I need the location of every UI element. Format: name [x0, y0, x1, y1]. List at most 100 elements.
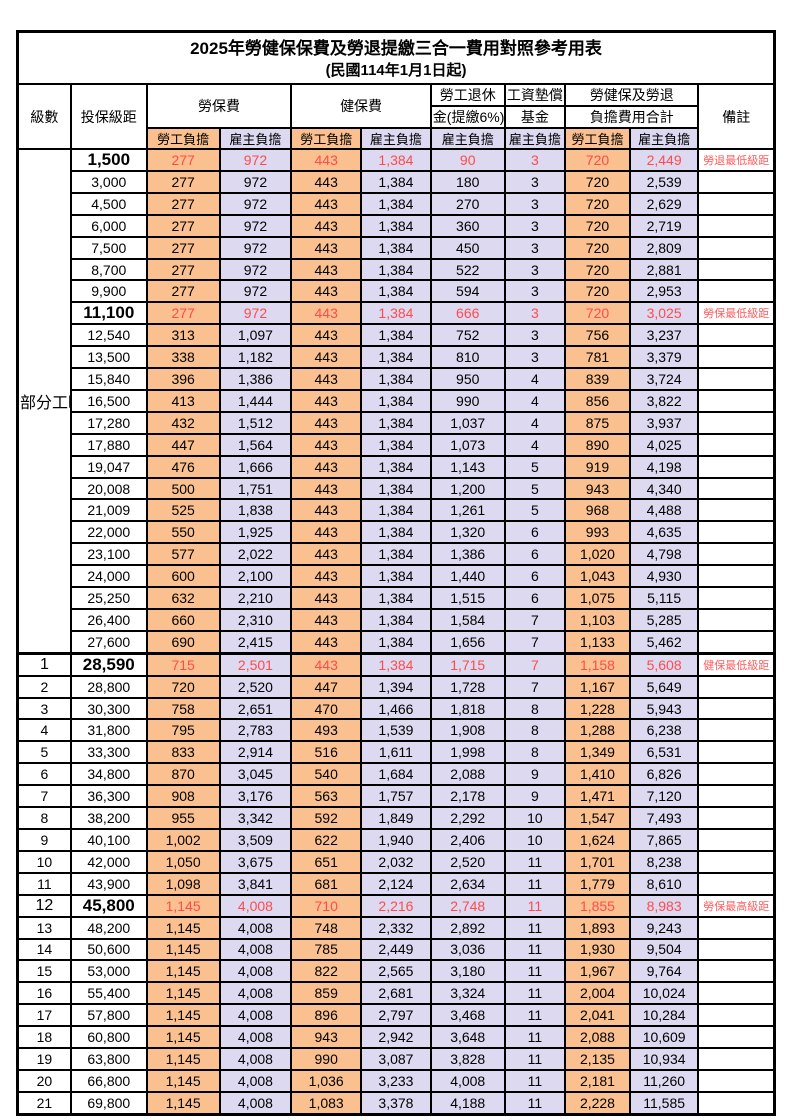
value-cell: 4,930: [628, 564, 700, 589]
value-cell: 443: [290, 564, 363, 589]
value-cell: 1,384: [360, 345, 432, 370]
value-cell: 3: [503, 279, 567, 304]
value-cell: 4,008: [218, 1025, 293, 1049]
remark-cell: [697, 257, 776, 282]
value-cell: 1,200: [429, 476, 506, 501]
value-cell: 943: [564, 476, 631, 501]
value-cell: 277: [145, 170, 221, 194]
value-cell: 1,624: [564, 827, 631, 852]
remark-cell: [697, 629, 776, 655]
value-cell: 3,648: [429, 1025, 506, 1049]
value-cell: 2,022: [218, 542, 293, 567]
value-cell: 2,449: [360, 937, 432, 962]
remark-cell: [697, 170, 776, 194]
value-cell: 1,384: [360, 213, 432, 238]
value-cell: 1,384: [360, 191, 432, 216]
value-cell: 1,145: [145, 959, 221, 984]
remark-cell: [697, 937, 776, 962]
remark-cell: [697, 454, 776, 479]
value-cell: 8: [503, 696, 567, 721]
value-cell: 1,288: [564, 718, 631, 743]
value-cell: 1,075: [564, 586, 631, 610]
value-cell: 1,133: [564, 629, 631, 655]
value-cell: 10: [503, 806, 567, 830]
value-cell: 1,384: [360, 301, 432, 326]
table-row: 24,000 600 2,100 443 1,384 1,440 6 1,043 4,930: [18, 564, 776, 589]
value-cell: 2,032: [360, 849, 432, 874]
level-cell: 15: [16, 959, 72, 984]
bracket-cell: 4,500: [69, 191, 148, 216]
value-cell: 6: [503, 564, 567, 589]
value-cell: 833: [145, 740, 221, 765]
value-cell: 955: [145, 806, 221, 830]
value-cell: 3,087: [360, 1046, 432, 1071]
value-cell: 443: [290, 323, 363, 348]
value-cell: 11: [503, 1025, 567, 1049]
value-cell: 622: [290, 827, 363, 852]
value-cell: 9: [503, 784, 567, 809]
value-cell: 2,681: [360, 981, 432, 1006]
value-cell: 1,584: [429, 607, 506, 632]
table-row: 11 43,900 1,098 3,841 681 2,124 2,634 11 1,779 8,…: [16, 871, 776, 896]
bracket-cell: 45,800: [69, 893, 148, 918]
bracket-cell: 33,300: [69, 740, 148, 765]
level-cell: 4: [16, 718, 72, 743]
table-row: 7,500 277 972 443 1,384 450 3 720 2,809: [18, 235, 776, 260]
value-cell: 443: [290, 476, 363, 501]
table-row: 12 45,800 1,145 4,008 710 2,216 2,748 11 1,855 8,…: [16, 893, 776, 918]
value-cell: 1,083: [290, 1090, 363, 1116]
value-cell: 2,783: [218, 718, 293, 743]
value-cell: 11: [503, 959, 567, 984]
value-cell: 3: [503, 345, 567, 370]
table-row: 21 69,800 1,145 4,008 1,083 3,378 4,188 11 2,228…: [16, 1090, 776, 1116]
value-cell: 2,041: [564, 1003, 631, 1028]
remark-cell: 勞保最高級距: [697, 893, 776, 918]
value-cell: 993: [564, 520, 631, 545]
value-cell: 7: [503, 629, 567, 655]
header-row-3: 勞工負擔 雇主負擔 勞工負擔 雇主負擔 雇主負擔 雇主負擔 勞工負擔 雇主負擔: [18, 127, 775, 150]
bracket-cell: 55,400: [69, 981, 148, 1006]
value-cell: 1,098: [145, 871, 221, 896]
bracket-cell: 27,600: [69, 629, 148, 655]
value-cell: 1,410: [564, 762, 631, 787]
table-row: 11,100 277 972 443 1,384 666 3 720 3,025 勞保最低級距: [18, 301, 776, 326]
table-row: 8 38,200 955 3,342 592 1,849 2,292 10 1,547 7,493: [16, 806, 776, 830]
bracket-cell: 6,000: [69, 213, 148, 238]
value-cell: 1,384: [360, 542, 432, 567]
value-cell: 1,073: [429, 432, 506, 457]
bracket-cell: 66,800: [69, 1068, 148, 1093]
table-row: 9,900 277 972 443 1,384 594 3 720 2,953: [18, 279, 776, 304]
table-row: 16,500 413 1,444 443 1,384 990 4 856 3,822: [18, 389, 776, 413]
col-header-wage-fund-line2: 基金: [503, 105, 567, 129]
value-cell: 2,178: [429, 784, 506, 809]
value-cell: 11: [503, 1003, 567, 1028]
bracket-cell: 17,880: [69, 432, 148, 457]
value-cell: 2,228: [564, 1090, 631, 1116]
table-row: 6 34,800 870 3,045 540 1,684 2,088 9 1,410 6,826: [16, 762, 776, 787]
value-cell: 4,008: [218, 937, 293, 962]
value-cell: 470: [290, 696, 363, 721]
value-cell: 3,724: [628, 367, 700, 392]
level-cell: 6: [16, 762, 72, 787]
value-cell: 1,515: [429, 586, 506, 610]
bracket-cell: 36,300: [69, 784, 148, 809]
value-cell: 443: [290, 454, 363, 479]
value-cell: 720: [564, 279, 631, 304]
remark-cell: [697, 1003, 776, 1028]
table-row: 5 33,300 833 2,914 516 1,611 1,998 8 1,349 6,531: [16, 740, 776, 765]
value-cell: 660: [145, 607, 221, 632]
value-cell: 313: [145, 323, 221, 348]
table-row: 17,280 432 1,512 443 1,384 1,037 4 875 3,937: [18, 410, 776, 435]
value-cell: 11: [503, 1090, 567, 1116]
value-cell: 5,608: [628, 651, 700, 677]
value-cell: 758: [145, 696, 221, 721]
value-cell: 972: [218, 191, 293, 216]
bracket-cell: 3,000: [69, 170, 148, 194]
bracket-cell: 16,500: [69, 389, 148, 413]
value-cell: 1,145: [145, 1003, 221, 1028]
value-cell: 3,675: [218, 849, 293, 874]
col-header-total-line1: 勞健保及勞退: [564, 83, 700, 107]
value-cell: 3,045: [218, 762, 293, 787]
value-cell: 8,238: [628, 849, 700, 874]
